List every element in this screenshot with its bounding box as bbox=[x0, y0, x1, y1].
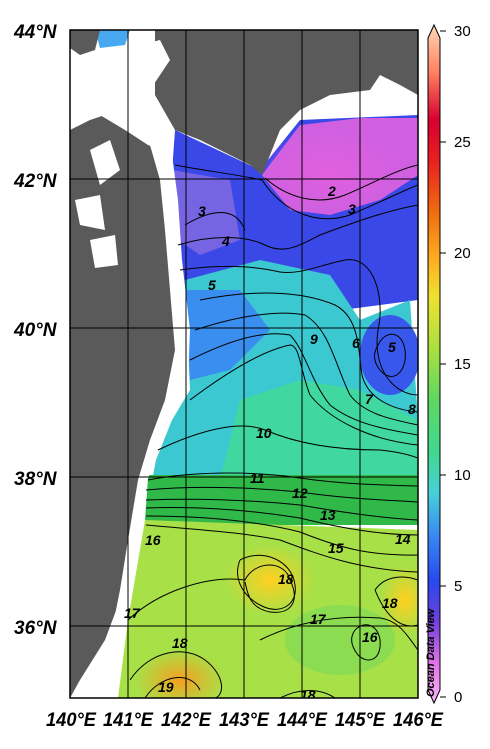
contour-8 bbox=[189, 333, 418, 436]
contour-label: 19 bbox=[158, 679, 174, 695]
contour-3 bbox=[174, 164, 418, 220]
contour-label: 13 bbox=[320, 507, 336, 523]
contour-label: 2 bbox=[327, 183, 336, 199]
contour-label: 5 bbox=[208, 277, 216, 293]
contour-6 bbox=[199, 292, 418, 413]
mask-coast bbox=[100, 140, 190, 698]
contour-label: 7 bbox=[365, 391, 374, 407]
colorbar-tick-label: 0 bbox=[454, 689, 462, 706]
lon-tick-label: 141°E bbox=[103, 710, 154, 731]
contour-label: 6 bbox=[352, 335, 360, 351]
plot-frame bbox=[69, 29, 419, 699]
contour-3b bbox=[184, 212, 246, 231]
contour-label: 16 bbox=[145, 532, 161, 548]
colorbar-tick-label: 20 bbox=[454, 245, 471, 262]
contour-label-group: 2 3 3 4 5 5 6 7 8 9 10 11 12 13 14 15 16… bbox=[124, 183, 416, 703]
contour-label: 17 bbox=[310, 611, 327, 627]
contour-label: 18 bbox=[278, 571, 294, 587]
contour-label: 3 bbox=[198, 203, 206, 219]
mask-bay-3 bbox=[90, 235, 118, 268]
longitude-axis: 140°E 141°E 142°E 143°E 144°E 145°E 146°… bbox=[46, 710, 444, 731]
colorbar-gradient bbox=[427, 23, 441, 705]
colorbar-tick-label: 10 bbox=[454, 467, 471, 484]
contour-5b bbox=[374, 333, 406, 377]
contour-7 bbox=[194, 312, 418, 426]
contour-11 bbox=[147, 472, 418, 487]
warming-band bbox=[220, 380, 418, 480]
northwest-patch bbox=[95, 30, 130, 48]
contour-18-south bbox=[279, 690, 336, 698]
purple-patch bbox=[172, 170, 240, 255]
latitude-axis: 44°N 42°N 40°N 38°N 36°N bbox=[13, 22, 58, 639]
warm-eddy-east bbox=[380, 565, 418, 635]
blue-tongue bbox=[185, 290, 270, 380]
contour-2 bbox=[264, 164, 418, 201]
warm-eddy-center bbox=[225, 545, 315, 615]
cold-eddy bbox=[360, 315, 418, 395]
contour-12 bbox=[145, 486, 418, 503]
contour-19 bbox=[144, 677, 201, 698]
mask-bay-2 bbox=[75, 195, 105, 230]
contour-label: 18 bbox=[300, 687, 316, 703]
lat-tick-label: 38°N bbox=[14, 469, 58, 490]
no-data-mask bbox=[70, 40, 190, 698]
contour-13 bbox=[145, 498, 418, 521]
contour-5 bbox=[179, 259, 418, 396]
graticule bbox=[70, 30, 418, 698]
contour-label: 14 bbox=[395, 531, 411, 547]
small-island bbox=[70, 30, 100, 55]
contour-label: 12 bbox=[292, 485, 308, 501]
kuril-island bbox=[380, 35, 418, 60]
contour-10 bbox=[157, 425, 418, 459]
colorbar-tick-label: 25 bbox=[454, 134, 471, 151]
contour-17b bbox=[259, 616, 418, 651]
colorbar-tick-label: 30 bbox=[454, 23, 471, 40]
mask-north bbox=[70, 40, 170, 130]
contour-label: 10 bbox=[256, 425, 272, 441]
colorbar: 30 25 20 15 10 5 0 bbox=[427, 23, 471, 706]
lat-tick-label: 42°N bbox=[13, 171, 58, 192]
lon-tick-label: 144°E bbox=[277, 710, 328, 731]
cooler-patch bbox=[285, 605, 395, 675]
contour-14 bbox=[145, 506, 418, 536]
contour-label: 9 bbox=[310, 331, 318, 347]
contour-label: 8 bbox=[408, 401, 416, 417]
contour-label: 18 bbox=[172, 635, 188, 651]
colorbar-tick-label: 5 bbox=[454, 578, 462, 595]
plot-area: 2 3 3 4 5 5 6 7 8 9 10 11 12 13 14 15 16… bbox=[70, 30, 418, 703]
lon-tick-label: 142°E bbox=[161, 710, 212, 731]
colorbar-tick-label: 15 bbox=[454, 356, 471, 373]
contour-label: 15 bbox=[328, 540, 344, 556]
contour-18-center bbox=[237, 554, 296, 610]
contour-label: 5 bbox=[388, 339, 396, 355]
contour-15 bbox=[145, 515, 418, 556]
magenta-core bbox=[260, 130, 400, 210]
contour-lines bbox=[127, 164, 418, 698]
contour-9 bbox=[189, 344, 418, 446]
lon-tick-label: 143°E bbox=[219, 710, 270, 731]
contour-18-sw bbox=[129, 651, 223, 698]
hokkaido bbox=[155, 30, 418, 175]
lon-tick-label: 140°E bbox=[46, 710, 97, 731]
contour-17 bbox=[127, 564, 295, 621]
lat-tick-label: 36°N bbox=[14, 618, 58, 639]
mask-bay-1 bbox=[90, 140, 120, 185]
lon-tick-label: 146°E bbox=[393, 710, 444, 731]
contour-4 bbox=[177, 204, 418, 250]
lon-tick-label: 145°E bbox=[335, 710, 386, 731]
contour-label: 11 bbox=[250, 470, 265, 486]
lat-tick-label: 44°N bbox=[13, 22, 58, 43]
warm-eddy-southwest bbox=[135, 650, 225, 698]
contour-18-east bbox=[374, 576, 418, 627]
lat-tick-label: 40°N bbox=[13, 320, 58, 341]
contour-label: 16 bbox=[362, 629, 378, 645]
contour-16 bbox=[145, 524, 418, 573]
contour-label: 18 bbox=[382, 595, 398, 611]
contour-label: 17 bbox=[124, 605, 141, 621]
ocean-data-view-credit: Ocean Data View bbox=[425, 607, 437, 697]
contour-label: 4 bbox=[221, 233, 230, 249]
contour-label: 3 bbox=[348, 201, 356, 217]
